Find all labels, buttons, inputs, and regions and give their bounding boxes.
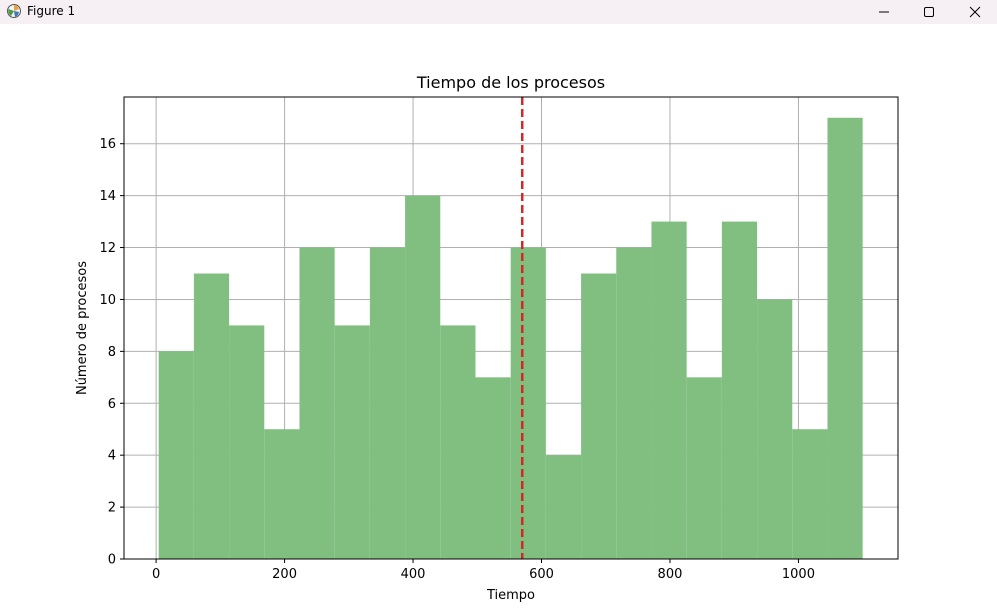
histogram-bar-6	[369, 247, 406, 560]
x-axis-ticks: 0 200 400 600 800 1000	[152, 559, 815, 582]
x-tick-label-1: 200	[272, 567, 297, 582]
histogram-bar-7	[405, 195, 441, 559]
histogram-bar-17	[757, 299, 793, 559]
histogram-bar-19	[827, 117, 863, 560]
histogram-bar-16	[721, 221, 758, 559]
histogram-bar-14	[651, 221, 687, 559]
x-tick-label-5: 1000	[782, 567, 815, 582]
histogram-bar-13	[616, 247, 652, 560]
y-tick-label-2: 4	[108, 449, 116, 464]
close-icon	[969, 6, 981, 18]
y-tick-label-6: 12	[99, 241, 116, 256]
maximize-icon	[924, 7, 934, 17]
minimize-button[interactable]	[861, 0, 907, 24]
window-title: Figure 1	[27, 4, 76, 18]
histogram-bar-1	[193, 273, 230, 559]
histogram-bar-11	[545, 455, 582, 559]
histogram-bars	[158, 117, 863, 560]
histogram-bar-2	[229, 325, 265, 559]
minimize-icon	[879, 11, 889, 13]
x-axis-label: Tiempo	[486, 588, 535, 603]
y-tick-label-8: 16	[99, 137, 116, 152]
close-button[interactable]	[952, 0, 997, 24]
y-tick-label-0: 0	[108, 553, 116, 568]
matplotlib-figure-icon	[7, 4, 21, 18]
x-tick-label-2: 400	[401, 567, 426, 582]
y-tick-label-5: 10	[99, 293, 116, 308]
plot-frame	[123, 96, 899, 560]
histogram-bar-8	[440, 325, 476, 559]
histogram-bar-3	[264, 429, 300, 559]
y-tick-label-1: 2	[108, 501, 116, 516]
histogram-bar-9	[475, 377, 511, 559]
y-tick-label-7: 14	[99, 189, 116, 204]
y-tick-label-4: 8	[108, 345, 116, 360]
histogram-bar-4	[299, 247, 335, 560]
window-titlebar: Figure 1	[0, 0, 997, 24]
histogram-bar-12	[581, 273, 617, 559]
histogram-chart: 0 200 400 600 800 1000 0 2 4 6 8 10 12 14 16 Tiempo d…	[75, 73, 899, 603]
x-tick-label-4: 800	[658, 567, 683, 582]
x-tick-label-0: 0	[152, 567, 160, 582]
y-axis-label: Número de procesos	[75, 261, 90, 395]
histogram-bar-15	[686, 377, 722, 559]
histogram-bar-0	[158, 351, 194, 559]
y-axis-ticks: 0 2 4 6 8 10 12 14 16	[99, 137, 124, 568]
histogram-bar-18	[792, 429, 828, 559]
y-tick-label-3: 6	[108, 397, 116, 412]
chart-title: Tiempo de los procesos	[416, 73, 605, 92]
maximize-button[interactable]	[906, 0, 952, 24]
histogram-bar-5	[334, 325, 370, 559]
histogram-bar-10	[510, 247, 546, 560]
x-tick-label-3: 600	[529, 567, 554, 582]
